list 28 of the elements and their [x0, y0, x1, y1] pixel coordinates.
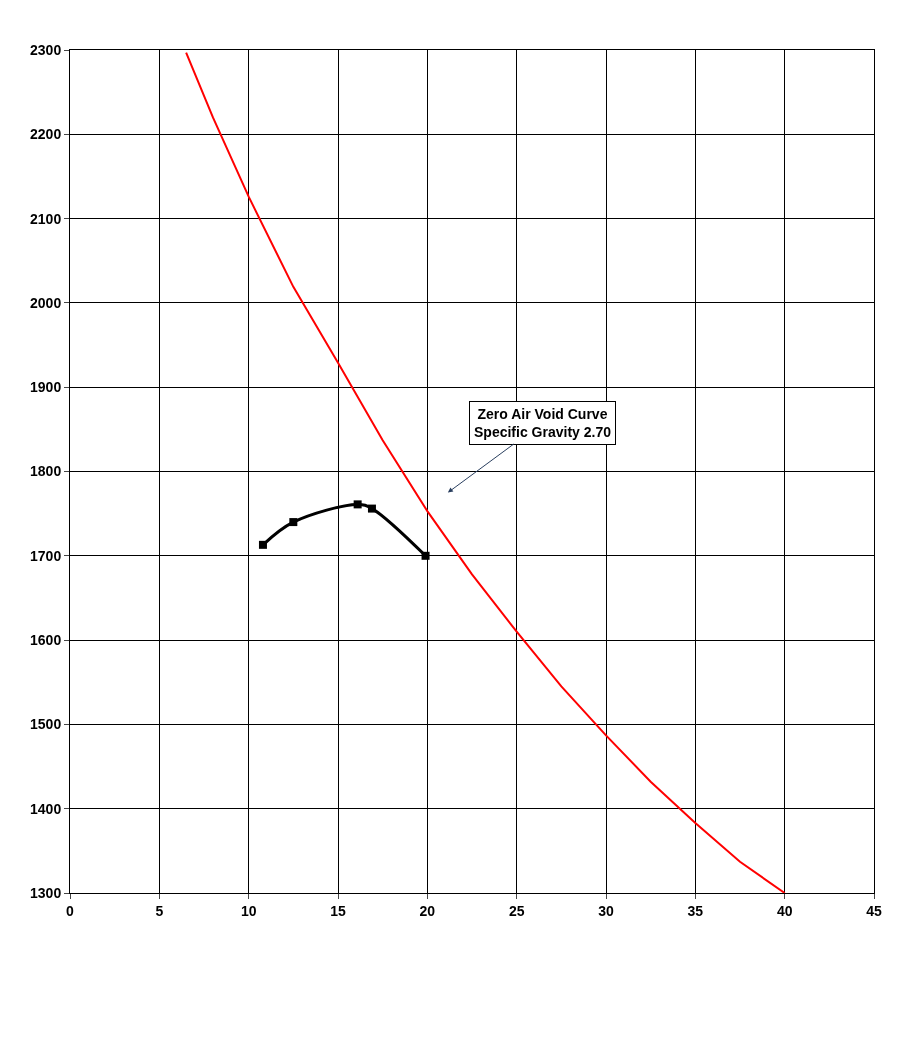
- x-tick-label: 5: [155, 902, 164, 919]
- y-tick-label: 1300: [30, 884, 62, 901]
- y-tick-label: 2000: [30, 294, 62, 311]
- y-tick-label: 2200: [30, 126, 62, 143]
- y-tick-label: 1700: [30, 547, 62, 564]
- annotation: Zero Air Void Curve Specific Gravity 2.70: [474, 406, 612, 441]
- x-tick-label: 30: [598, 902, 614, 919]
- x-tick-label: 10: [240, 902, 257, 919]
- point: [353, 500, 362, 509]
- y-tick-label: 1900: [30, 379, 62, 396]
- line-series: [185, 51, 786, 893]
- point: [258, 540, 267, 549]
- y-tick-label: 1400: [30, 800, 62, 817]
- x-tick-label: 45: [866, 902, 882, 919]
- y-tick-label: 2100: [30, 210, 62, 227]
- y-tick-label: 1500: [30, 716, 62, 733]
- y-tick-label: 2300: [30, 41, 62, 58]
- x-tick-label: 20: [419, 902, 436, 919]
- point: [367, 504, 376, 513]
- point: [289, 518, 298, 527]
- x-tick-label: 35: [687, 902, 704, 919]
- y-tick-label: 1800: [30, 463, 62, 480]
- x-tick-label: 25: [508, 902, 525, 919]
- x-tick-label: 15: [330, 902, 346, 919]
- x-tick-label: 40: [776, 902, 793, 919]
- point: [421, 551, 430, 560]
- x-tick-label: 0: [66, 902, 75, 919]
- y-tick-label: 1600: [30, 632, 62, 648]
